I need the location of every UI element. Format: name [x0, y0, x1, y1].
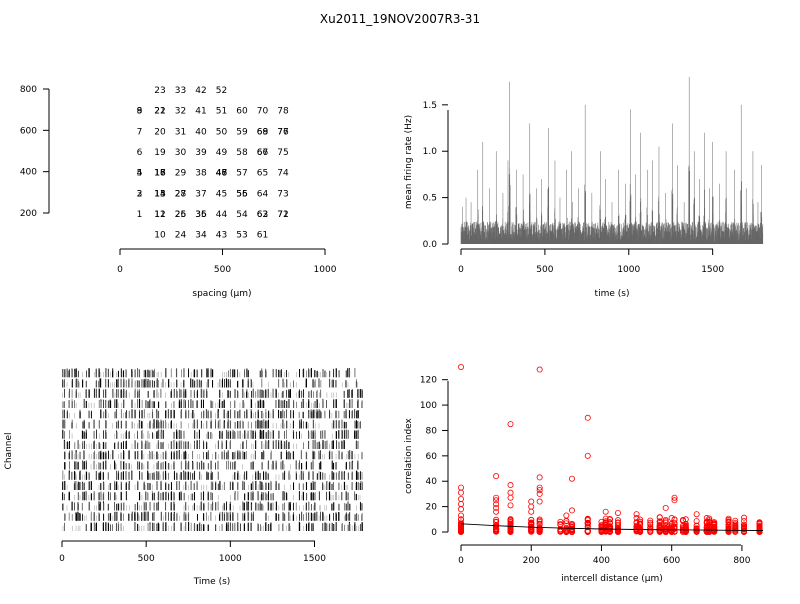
- electrode-label: 57: [236, 169, 247, 179]
- rate-x-tick-label: 1000: [617, 265, 640, 275]
- panel-correlation: intercell distance (µm) correlation inde…: [404, 364, 763, 584]
- rate-y-tick-label: 1.0: [423, 147, 438, 157]
- corr-x-label: intercell distance (µm): [561, 574, 663, 584]
- electrode-label: 48: [216, 169, 228, 179]
- electrode-label: 23: [154, 86, 165, 96]
- electrode-label: 28: [175, 189, 187, 199]
- electrode-label: 45: [216, 189, 227, 199]
- electrode-label: 12: [154, 210, 165, 220]
- corr-points: [458, 364, 763, 534]
- electrode-label: 26: [175, 210, 187, 220]
- electrode-label: 6: [137, 148, 143, 158]
- layout-y-tick-label: 800: [20, 85, 37, 95]
- raster-spikes: [63, 368, 363, 531]
- rate-y-label: mean firing rate (Hz): [404, 115, 414, 209]
- electrode-label: 1: [137, 210, 143, 220]
- electrode-label: 42: [195, 86, 206, 96]
- raster-x-tick-label: 1500: [303, 554, 326, 564]
- layout-y-tick-label: 200: [20, 209, 37, 219]
- panel-mean-firing-rate: time (s) mean firing rate (Hz) 0.0 0.5 1.0…: [404, 77, 763, 299]
- electrode-label: 53: [236, 231, 247, 241]
- electrode-label: 7: [137, 127, 143, 137]
- electrode-label: 31: [175, 127, 186, 137]
- electrode-label: 60: [236, 107, 248, 117]
- electrode-label: 3: [137, 189, 143, 199]
- electrode-label: 24: [175, 231, 187, 241]
- electrode-label: 54: [236, 210, 248, 220]
- electrode-label: 56: [236, 189, 248, 199]
- electrode-label: 10: [154, 231, 166, 241]
- electrode-label: 65: [257, 169, 268, 179]
- electrode-label: 61: [257, 231, 268, 241]
- electrode-label: 72: [277, 210, 288, 220]
- electrode-label: 20: [154, 127, 166, 137]
- electrode-label: 19: [154, 148, 166, 158]
- electrode-label: 43: [216, 231, 227, 241]
- electrode-label: 41: [195, 107, 206, 117]
- electrode-label: 36: [195, 210, 207, 220]
- electrode-label: 67: [257, 148, 268, 158]
- electrode-label: 5: [137, 169, 143, 179]
- electrode-label: 78: [277, 107, 289, 117]
- rate-bars: [461, 77, 763, 244]
- electrode-label: 49: [216, 148, 228, 158]
- layout-y-tick-label: 600: [20, 126, 37, 136]
- electrode-label: 34: [195, 231, 207, 241]
- raster-x-tick-label: 500: [138, 554, 155, 564]
- electrode-label: 52: [216, 86, 227, 96]
- electrode-label: 32: [175, 107, 186, 117]
- electrode-label: 64: [257, 189, 269, 199]
- figure-title: Xu2011_19NOV2007R3-31: [320, 12, 480, 26]
- electrode-label: 73: [277, 189, 288, 199]
- rate-x-tick-label: 500: [536, 265, 553, 275]
- raster-x-tick-label: 1000: [219, 554, 242, 564]
- rate-y-tick-label: 0.0: [423, 240, 438, 250]
- electrode-label: 18: [154, 169, 166, 179]
- electrode-label: 29: [175, 169, 187, 179]
- electrode-label: 50: [216, 127, 228, 137]
- layout-x-label: spacing (µm): [192, 289, 251, 299]
- raster-y-label: Channel: [4, 433, 14, 470]
- electrode-label: 59: [236, 127, 248, 137]
- layout-x-tick-label: 500: [214, 265, 231, 275]
- electrode-label: 33: [175, 86, 186, 96]
- panel-electrode-layout: spacing (µm) 200 400 600 800 0 500 1000 23 33 42 5…: [20, 85, 337, 299]
- corr-y-label: correlation index: [404, 417, 414, 493]
- electrode-label: 9: [137, 107, 143, 117]
- electrode-label: 58: [236, 148, 248, 158]
- electrode-label: 38: [195, 169, 207, 179]
- rate-x-label: time (s): [595, 289, 630, 299]
- electrode-label: 70: [257, 107, 269, 117]
- layout-x-tick-label: 0: [117, 265, 123, 275]
- electrode-label: 15: [154, 189, 165, 199]
- layout-x-tick-label: 1000: [314, 265, 337, 275]
- electrode-label: 74: [277, 169, 289, 179]
- raster-x-label: Time (s): [193, 577, 231, 587]
- rate-x-tick-label: 0: [458, 265, 464, 275]
- electrode-label: 69: [257, 127, 269, 137]
- layout-y-tick-label: 400: [20, 168, 37, 178]
- electrode-label: 37: [195, 189, 206, 199]
- electrode-label: 63: [257, 210, 268, 220]
- electrode-label: 39: [195, 148, 207, 158]
- raster-x-tick-label: 0: [59, 554, 65, 564]
- electrode-label: 51: [216, 107, 227, 117]
- electrode-label: 75: [277, 148, 288, 158]
- electrode-label: 22: [154, 107, 165, 117]
- rate-y-tick-label: 1.5: [423, 101, 437, 111]
- panel-spike-raster: Time (s) Channel 0 500 1000 1500: [4, 368, 362, 587]
- electrode-label: 40: [195, 127, 207, 137]
- electrode-label: 44: [216, 210, 228, 220]
- electrode-label: 30: [175, 148, 187, 158]
- rate-y-tick-label: 0.5: [423, 194, 437, 204]
- electrode-label: 77: [277, 127, 288, 137]
- rate-x-tick-label: 1500: [701, 265, 724, 275]
